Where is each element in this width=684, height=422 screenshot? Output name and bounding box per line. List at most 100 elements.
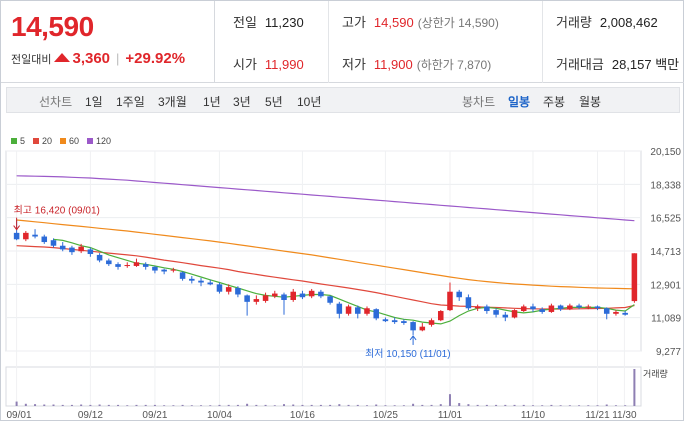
candle-body xyxy=(290,291,296,300)
range-1w[interactable]: 1주일 xyxy=(116,95,145,109)
candle-body xyxy=(382,319,389,322)
amount-value: 28,157 백만 xyxy=(611,57,680,72)
range-5y[interactable]: 5년 xyxy=(265,95,283,109)
range-1d[interactable]: 1일 xyxy=(85,95,103,109)
volume-bar xyxy=(430,404,433,406)
candle-body xyxy=(272,293,278,297)
candle-body xyxy=(96,254,103,261)
volume-bar xyxy=(319,404,322,406)
current-price: 14,590 xyxy=(11,11,94,42)
candle-body xyxy=(511,310,518,318)
y-tick-label: 16,525 xyxy=(650,214,681,225)
divider xyxy=(542,1,543,83)
volume-bar xyxy=(70,404,73,406)
candle-body xyxy=(530,306,536,310)
legend-label: 120 xyxy=(96,136,112,146)
volume-bar xyxy=(541,405,544,406)
volume-bar xyxy=(273,405,276,406)
candle-body xyxy=(631,253,638,302)
candle-body xyxy=(419,326,426,331)
divider xyxy=(328,1,329,83)
legend-ma5: 5 xyxy=(11,136,25,146)
candle-body xyxy=(253,299,260,302)
candle-body xyxy=(170,269,177,271)
range-10y[interactable]: 10년 xyxy=(297,95,322,109)
candle-body xyxy=(484,306,490,312)
change-value: 3,360 xyxy=(72,50,111,67)
volume-bar xyxy=(467,404,470,406)
volume-bar xyxy=(98,404,101,406)
ma60-line xyxy=(16,219,635,290)
candle-body xyxy=(391,320,398,323)
candle-body xyxy=(539,309,545,312)
x-tick-label: 09/12 xyxy=(78,410,103,421)
volume-plot-frame xyxy=(5,366,642,407)
candle-body xyxy=(437,311,444,321)
trade-amount: 거래대금 28,157 백만 xyxy=(556,54,679,73)
volume-bar xyxy=(504,404,507,406)
y-tick-label: 20,150 xyxy=(650,147,681,158)
candle-body xyxy=(502,314,509,318)
range-3m[interactable]: 3개월 xyxy=(158,95,187,109)
range-1y[interactable]: 1년 xyxy=(203,95,221,109)
lower-limit: (하한가 7,870) xyxy=(416,58,492,72)
candle-body xyxy=(124,265,131,267)
range-3y[interactable]: 3년 xyxy=(233,95,251,109)
candle-body xyxy=(594,306,601,309)
period-weekly[interactable]: 주봉 xyxy=(543,95,566,109)
volume-bar xyxy=(338,404,341,406)
candle-body xyxy=(355,307,361,314)
period-monthly[interactable]: 월봉 xyxy=(579,95,602,109)
x-tick-label: 11/21 xyxy=(585,410,610,421)
volume-axis-label: 거래량 xyxy=(643,368,668,379)
volume-bar xyxy=(624,405,627,406)
volume-bar xyxy=(43,404,46,406)
candle-body xyxy=(225,287,232,292)
change-label: 전일대비 xyxy=(11,53,52,66)
volume-bar xyxy=(421,404,424,406)
x-tick-label: 10/25 xyxy=(373,410,398,421)
ma120-line xyxy=(16,175,635,222)
candle-body xyxy=(447,291,453,311)
volume-bar xyxy=(292,404,295,406)
x-tick-label: 09/21 xyxy=(142,410,167,421)
high-value: 14,590 xyxy=(373,15,414,30)
candle-body xyxy=(78,246,84,252)
high-arrow-head xyxy=(13,225,21,231)
volume-bar xyxy=(144,404,147,406)
low-label: 저가 xyxy=(342,57,366,72)
price-box: 14,590 전일대비 3,360 | +29.92% xyxy=(1,1,215,83)
line-chart-label: 선차트 xyxy=(39,95,73,109)
volume-bar xyxy=(402,405,405,406)
legend-label: 5 xyxy=(20,136,26,146)
volume-bar xyxy=(246,403,249,406)
candle-body xyxy=(345,306,352,314)
candle-body xyxy=(613,311,619,314)
change-row: 전일대비 3,360 | +29.92% xyxy=(11,50,185,67)
candle-body xyxy=(336,303,343,314)
volume-bar xyxy=(227,404,230,406)
low-arrow-head xyxy=(409,335,417,341)
volume-bar xyxy=(485,404,488,406)
candle-body xyxy=(373,309,379,319)
up-arrow-icon xyxy=(54,53,71,62)
candle-body xyxy=(59,245,66,250)
volume-bar xyxy=(61,404,64,406)
candlestick-chart[interactable]: 20,150 18,338 16,525 14,713 12,901 11,089 9,27… xyxy=(1,131,684,422)
volume-bar xyxy=(126,405,129,406)
candle-body xyxy=(207,282,214,285)
volume-bar xyxy=(531,405,534,406)
low-value: 11,900 xyxy=(373,57,413,72)
low-price: 저가 11,900 (하한가 7,870) xyxy=(342,54,491,73)
candle-body xyxy=(364,308,370,314)
amount-label: 거래대금 xyxy=(556,57,604,72)
high-label: 고가 xyxy=(342,15,366,30)
candle-body xyxy=(493,310,499,315)
volume-bar xyxy=(301,404,304,406)
candle-body xyxy=(410,322,416,331)
candle-body xyxy=(308,290,315,297)
period-daily[interactable]: 일봉 xyxy=(508,95,531,109)
y-tick-label: 9,277 xyxy=(656,347,681,358)
volume-bar xyxy=(513,404,516,406)
volume-bar xyxy=(117,404,120,406)
